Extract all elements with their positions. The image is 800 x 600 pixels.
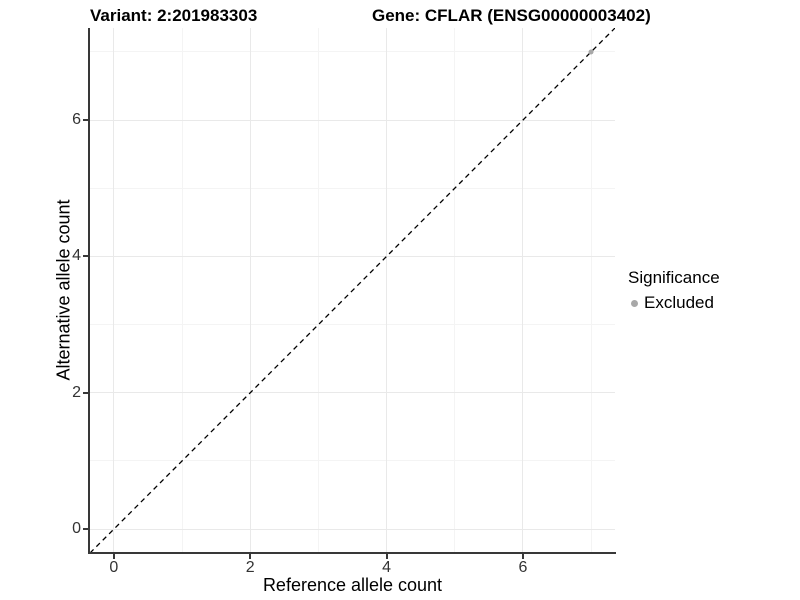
x-minor-gridline <box>181 28 183 553</box>
y-minor-gridline <box>90 51 615 53</box>
legend-item-label: Excluded <box>644 293 714 312</box>
y-tick-label: 4 <box>72 247 81 265</box>
legend-title: Significance <box>628 268 720 287</box>
x-major-gridline <box>249 28 251 553</box>
x-axis-tick <box>521 554 524 559</box>
data-point-excluded <box>588 49 594 55</box>
x-tick-label: 6 <box>518 559 528 576</box>
y-major-gridline <box>90 392 615 394</box>
y-major-gridline <box>90 119 615 121</box>
y-minor-gridline <box>90 187 615 189</box>
x-tick-label: 4 <box>382 559 392 576</box>
x-axis-tick <box>112 554 115 559</box>
chart-title-variant: Variant: 2:201983303 <box>90 6 258 25</box>
x-major-gridline <box>113 28 115 553</box>
x-tick-label: 2 <box>245 559 255 576</box>
legend-key-dot <box>631 299 638 307</box>
y-minor-gridline <box>90 460 615 462</box>
y-tick-label: 2 <box>72 383 81 401</box>
x-minor-gridline <box>317 28 319 553</box>
identity-line-svg <box>90 28 615 553</box>
identity-dashed-line <box>90 28 615 553</box>
legend: Significance Excluded <box>628 268 720 313</box>
y-major-gridline <box>90 255 615 257</box>
x-tick-label: 0 <box>109 559 119 576</box>
y-minor-gridline <box>90 324 615 326</box>
y-axis-tick <box>83 255 88 258</box>
y-axis-title: Alternative allele count <box>53 199 74 381</box>
y-axis-line <box>88 28 90 554</box>
y-axis-tick <box>83 119 88 122</box>
x-axis-tick <box>385 554 388 559</box>
y-axis-tick <box>83 528 88 531</box>
x-axis-tick <box>249 554 252 559</box>
x-minor-gridline <box>454 28 456 553</box>
y-tick-label: 6 <box>72 111 81 129</box>
chart-title-gene: Gene: CFLAR (ENSG00000003402) <box>372 6 651 25</box>
y-axis-tick <box>83 391 88 394</box>
y-major-gridline <box>90 528 615 530</box>
legend-item-excluded: Excluded <box>628 293 720 313</box>
x-major-gridline <box>386 28 388 553</box>
x-axis-title: Reference allele count <box>262 575 443 595</box>
x-minor-gridline <box>590 28 592 553</box>
plot-panel <box>90 28 615 553</box>
y-tick-label: 0 <box>72 520 81 538</box>
x-axis-line <box>88 552 616 554</box>
x-major-gridline <box>522 28 524 553</box>
